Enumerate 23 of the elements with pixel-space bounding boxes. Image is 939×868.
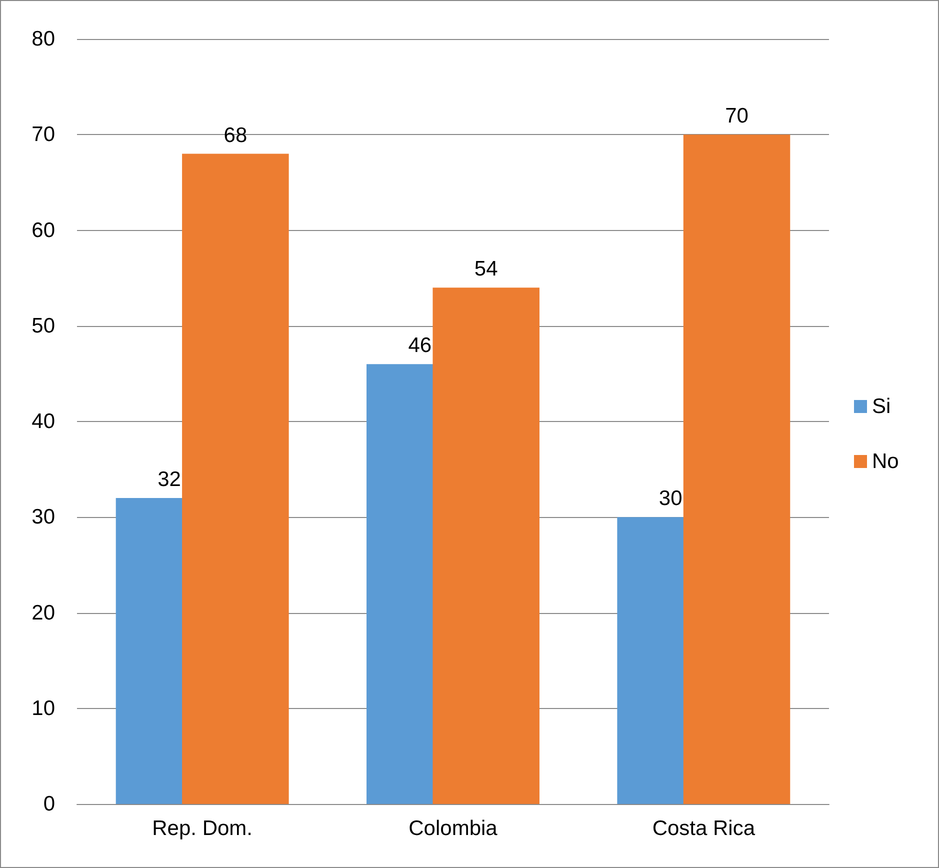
y-tick-label: 10: [32, 696, 55, 720]
y-tick-label: 70: [32, 123, 55, 146]
y-tick-label: 30: [32, 506, 55, 529]
data-label: 46: [408, 334, 432, 358]
data-label: 54: [474, 258, 498, 281]
x-tick-label: Costa Rica: [652, 817, 756, 840]
data-label: 32: [158, 468, 181, 491]
data-label: 70: [725, 104, 748, 128]
y-tick-label: 80: [32, 28, 55, 50]
y-tick-label: 60: [32, 218, 55, 242]
data-label: 30: [658, 487, 682, 510]
legend-label: No: [872, 450, 899, 473]
bar: [683, 134, 790, 804]
x-tick-label: Colombia: [408, 817, 498, 840]
y-tick-label: 50: [32, 314, 55, 338]
data-label: 68: [224, 124, 248, 147]
y-tick-label: 20: [32, 601, 55, 624]
x-tick-label: Rep. Dom.: [152, 817, 253, 840]
legend-label: Si: [872, 395, 891, 418]
y-tick-label: 0: [43, 792, 55, 816]
y-tick-label: 40: [32, 410, 55, 433]
bar: [432, 288, 540, 804]
bar: [182, 154, 289, 804]
